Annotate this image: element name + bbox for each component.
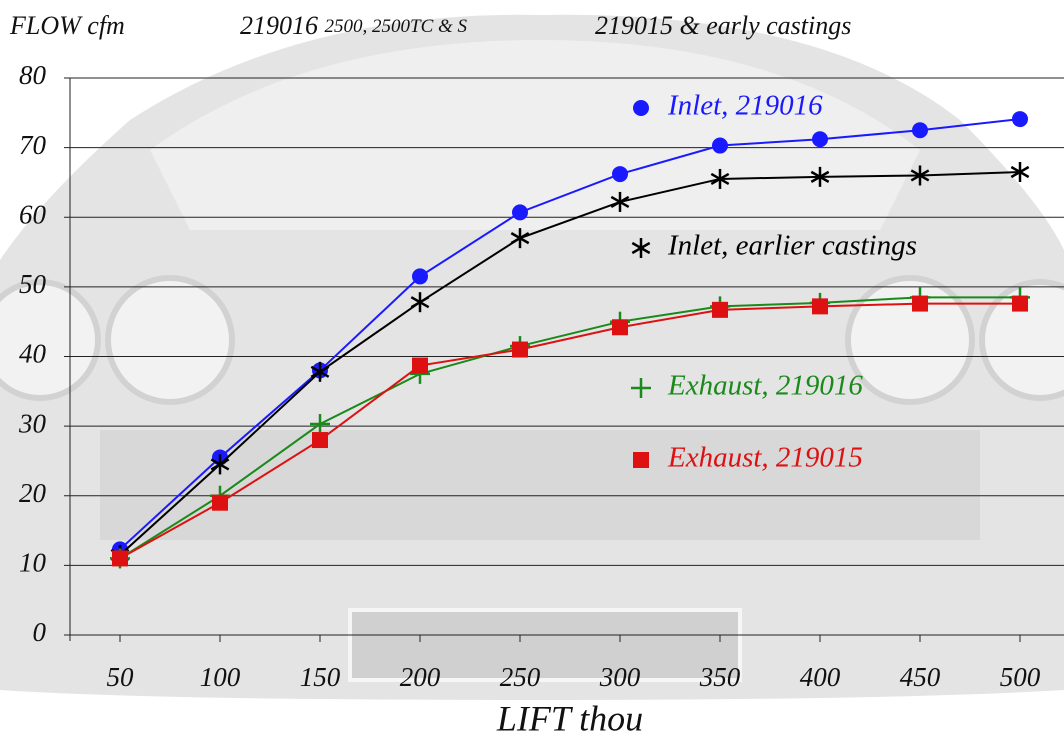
- y-axis-label: FLOW cfm: [9, 11, 125, 40]
- x-tick-label: 400: [800, 662, 841, 692]
- x-tick-label: 200: [400, 662, 441, 692]
- marker: [210, 454, 230, 475]
- marker: [412, 268, 428, 285]
- marker: [1012, 111, 1028, 128]
- marker: [912, 295, 928, 312]
- marker: [612, 319, 628, 336]
- marker-stroke: [810, 170, 830, 183]
- legend-marker: [633, 452, 649, 468]
- series-line: [119, 296, 1020, 560]
- marker: [610, 191, 630, 212]
- x-tick-label: 300: [599, 662, 641, 692]
- marker: [512, 341, 528, 358]
- x-tick-label: 500: [1000, 662, 1041, 692]
- marker-stroke: [210, 458, 230, 471]
- x-tick-label: 100: [200, 662, 241, 692]
- y-tick-label: 70: [19, 130, 47, 160]
- y-tick-label: 40: [19, 339, 47, 369]
- x-tick-label: 50: [107, 662, 135, 692]
- y-tick-label: 30: [18, 408, 47, 438]
- legend-marker: [631, 238, 651, 258]
- x-tick-label: 350: [699, 662, 741, 692]
- marker: [512, 204, 528, 221]
- marker: [1010, 161, 1030, 182]
- marker: [410, 292, 430, 313]
- marker: [712, 137, 728, 154]
- marker: [710, 168, 730, 189]
- y-tick-label: 50: [19, 269, 47, 299]
- marker-stroke: [710, 172, 730, 186]
- legend-label: Exhaust, 219015: [667, 442, 863, 474]
- marker: [212, 494, 228, 511]
- marker-stroke: [510, 232, 530, 245]
- legend-marker: [631, 378, 651, 398]
- marker-stroke: [631, 241, 651, 255]
- series-line: [119, 118, 1021, 551]
- x-tick-label: 450: [900, 662, 941, 692]
- subtitle-small: 2500, 2500TC & S: [325, 16, 468, 37]
- y-tick-label: 20: [19, 478, 47, 508]
- marker: [1012, 295, 1028, 312]
- subtitle-right: 219015 & early castings: [595, 11, 851, 40]
- legend-label: Inlet, earlier castings: [667, 230, 917, 262]
- x-tick-label: 150: [300, 662, 341, 692]
- marker: [310, 361, 330, 382]
- legend-label: Exhaust, 219016: [667, 370, 863, 402]
- marker: [812, 298, 828, 315]
- marker: [612, 166, 628, 183]
- y-tick-label: 60: [19, 199, 47, 229]
- marker-stroke: [610, 195, 630, 209]
- marker: [510, 228, 530, 249]
- y-tick-label: 10: [19, 548, 47, 578]
- subtitle: 219016 2500, 2500TC & S: [240, 11, 468, 40]
- marker: [312, 432, 328, 449]
- marker: [912, 122, 928, 139]
- series-line: [119, 170, 1021, 556]
- marker: [712, 301, 728, 318]
- legend-label: Inlet, 219016: [667, 90, 823, 122]
- marker-stroke: [310, 365, 330, 378]
- x-tick-label: 250: [500, 662, 541, 692]
- y-tick-label: 80: [19, 60, 47, 90]
- marker: [810, 166, 830, 187]
- y-tick-label: 0: [33, 617, 47, 647]
- marker: [412, 357, 428, 374]
- legend-marker: [633, 100, 649, 116]
- marker-stroke: [410, 296, 430, 309]
- marker-stroke: [910, 169, 930, 182]
- marker: [310, 414, 330, 435]
- marker: [910, 165, 930, 186]
- x-axis-label: LIFT thou: [496, 698, 643, 738]
- series-line: [119, 302, 1020, 560]
- marker: [112, 550, 128, 567]
- subtitle-main: 219016: [240, 11, 318, 40]
- marker: [812, 131, 828, 148]
- marker-stroke: [1010, 165, 1030, 179]
